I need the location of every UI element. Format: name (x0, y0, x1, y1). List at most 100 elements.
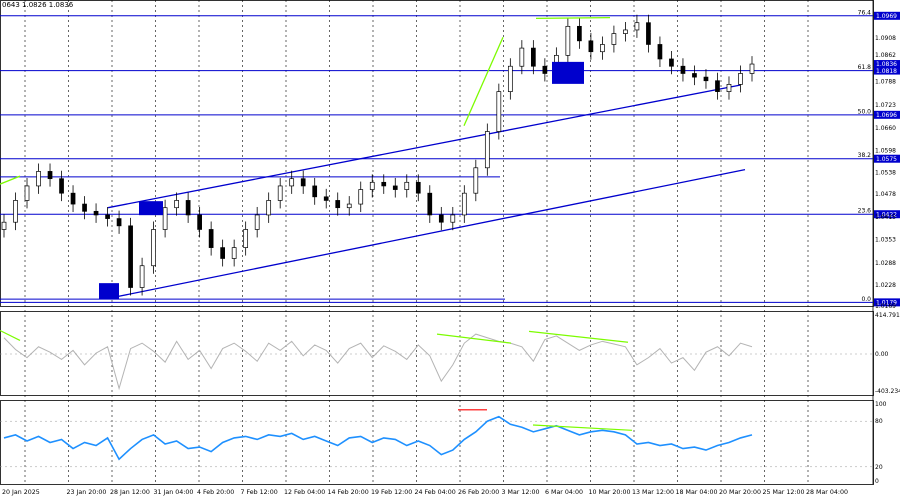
cci-label: 0.00 (875, 351, 889, 358)
candle-body (70, 192, 76, 205)
price-tag (874, 66, 900, 75)
signal-box[interactable] (99, 283, 119, 300)
price-tag (874, 154, 900, 163)
fib-level-label: 50.0 (858, 108, 872, 115)
time-axis-label: 12 Feb 04:00 (284, 489, 325, 496)
divergence-line[interactable] (535, 16, 611, 19)
divergence-line[interactable] (532, 424, 633, 431)
candle-body (220, 247, 225, 259)
time-axis-label: 31 Jan 04:00 (154, 489, 194, 496)
divergence-line[interactable] (0, 329, 21, 341)
candle-body (519, 47, 525, 67)
time-axis-label: 4 Feb 20:00 (197, 489, 234, 496)
time-axis-label: 24 Feb 04:00 (415, 489, 456, 496)
candle-body (611, 33, 617, 45)
candle-body (36, 171, 41, 187)
candle-body (105, 214, 110, 219)
divergence-line[interactable] (463, 36, 504, 126)
price-axis-label: 1.0598 (875, 148, 896, 155)
chart-frame (0, 0, 874, 485)
candle-body (185, 200, 191, 216)
price-tag-label: 1.0836 (876, 61, 897, 68)
candle-body (749, 63, 755, 74)
time-axis-label: 25 Mar 12:00 (763, 489, 805, 496)
candle-body (623, 29, 628, 34)
time-axis-label: 3 Mar 12:00 (502, 489, 540, 496)
candle-body (323, 196, 329, 201)
channel-lower-line[interactable] (111, 168, 746, 299)
candle-body (174, 200, 179, 209)
price-tag (874, 298, 900, 307)
candle-body (243, 229, 249, 248)
fib-levels: 76.4 61.8 50.0 38.2 23.6 0.0 (0, 9, 873, 303)
candle-body (565, 25, 571, 56)
candle-body (404, 181, 410, 190)
candle-body (289, 178, 295, 187)
price-axis-label: 1.0862 (875, 52, 896, 59)
candle-body (588, 40, 594, 53)
price-axis-label: 1.0288 (875, 260, 896, 267)
price-axis-label: 1.0538 (875, 169, 896, 176)
candle-body (24, 185, 30, 201)
price-axis-label: 1.0908 (875, 35, 896, 42)
time-axis-label: 10 Mar 20:00 (589, 489, 631, 496)
signal-box[interactable] (139, 201, 163, 216)
rsi-label: 0 (875, 478, 879, 485)
candle-body (254, 214, 260, 230)
candle-body (646, 22, 651, 45)
price-tag-label: 1.0818 (876, 68, 897, 75)
candle-body (162, 207, 168, 230)
fib-level-label: 23.6 (858, 208, 872, 215)
candle-body (47, 171, 53, 180)
price-axis-label: 1.0228 (875, 282, 896, 289)
price-tag-label: 1.0575 (876, 156, 897, 163)
time-axis-label: 28 Mar 04:00 (806, 489, 848, 496)
candle-body (82, 203, 87, 212)
grid (24, 0, 809, 484)
candle-body (692, 73, 697, 78)
fib-level-label: 61.8 (858, 64, 872, 71)
time-axis-label: 13 Mar 12:00 (632, 489, 674, 496)
rsi-line (3, 415, 753, 461)
candle-body (450, 214, 456, 223)
candle-body (93, 210, 99, 216)
rsi-label: 20 (875, 464, 883, 471)
candle-body (312, 185, 318, 198)
panel-border (0, 0, 874, 307)
candle-body (669, 58, 674, 67)
channel-upper-line[interactable] (107, 84, 741, 209)
time-axis-label: 18 Mar 04:00 (676, 489, 718, 496)
divergence-line[interactable] (528, 330, 629, 343)
price-tag-label: 1.0969 (876, 13, 897, 20)
candle-body (358, 189, 364, 205)
cci-indicator-panel: 414.7912 0.00 -403.234 (0, 312, 900, 395)
candle-body (13, 200, 18, 223)
price-tag-label: 1.0696 (876, 112, 897, 119)
candle-body (139, 265, 145, 288)
signal-box[interactable] (552, 61, 584, 84)
cci-line (3, 333, 753, 391)
trend-channel (107, 84, 746, 299)
fib-level-label: 38.2 (858, 152, 872, 159)
panel-border (0, 400, 874, 485)
price-tag (874, 110, 900, 119)
candle-body (542, 65, 548, 74)
divergence-line[interactable] (436, 333, 512, 344)
candle-body (277, 185, 283, 201)
time-axis-label: 20 Jan 2025 (2, 489, 40, 496)
time-axis-label: 20 Mar 20:00 (719, 489, 761, 496)
price-axis-label: 1.0788 (875, 79, 896, 86)
time-axis-label: 19 Feb 12:00 (371, 489, 412, 496)
candle-body (381, 181, 387, 187)
price-candles (1, 14, 755, 296)
divergence-line[interactable] (0, 175, 21, 185)
candle-body (496, 91, 502, 132)
price-tag-label: 1.0422 (876, 211, 897, 218)
rsi-indicator-panel: 100 80 20 0 (0, 401, 887, 485)
rsi-label: 100 (875, 401, 887, 408)
time-axis-label: 7 Feb 12:00 (241, 489, 278, 496)
candle-body (703, 76, 709, 82)
